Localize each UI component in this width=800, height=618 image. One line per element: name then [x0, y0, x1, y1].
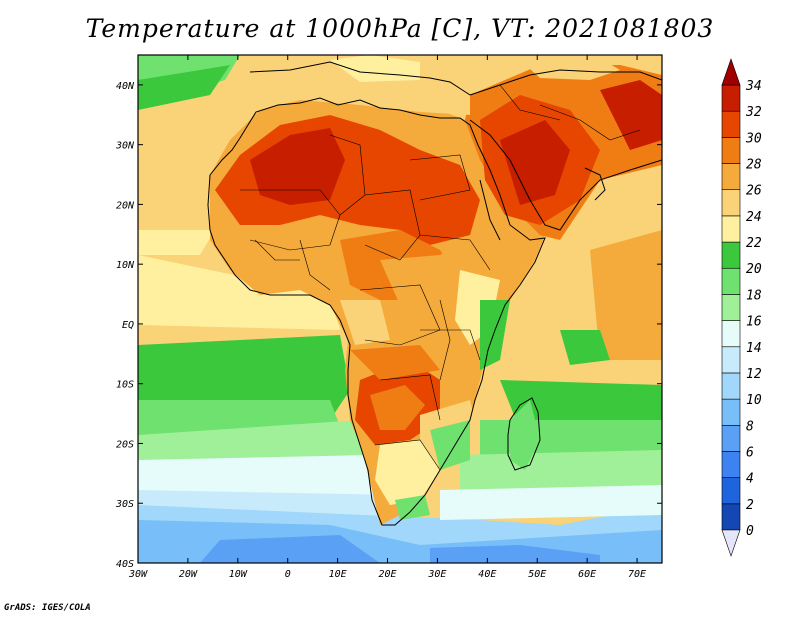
colorbar-bin [721, 424, 741, 452]
colorbar-bin [721, 215, 741, 243]
colorbar-min-triangle [721, 529, 741, 557]
colorbar-label: 30 [745, 131, 762, 146]
colorbar-bin [721, 451, 741, 478]
colorbar-bin [721, 346, 741, 374]
longitude-axis: 30W 20W 10W 0 10E 20E 30E 40E 50E 60E 70E [128, 55, 646, 580]
lon-label: 0 [285, 569, 291, 580]
colorbar-bin [721, 189, 741, 217]
lon-label: 10W [229, 569, 248, 580]
map-title: Temperature at 1000hPa [C], VT: 20210818… [85, 14, 715, 43]
colorbar-bin [721, 241, 741, 269]
lat-label: 30S [115, 499, 134, 510]
colorbar-bin [721, 398, 741, 426]
colorbar-bin [721, 163, 741, 191]
colorbar-bin [721, 110, 741, 138]
colorbar-bin [721, 267, 741, 295]
colorbar-label: 10 [746, 393, 762, 408]
colorbar-max-triangle [721, 58, 741, 86]
lon-label: 20E [378, 569, 396, 580]
colorbar-label: 20 [746, 262, 762, 277]
lat-label: EQ [122, 320, 134, 331]
colorbar-label: 4 [746, 472, 754, 487]
colorbar-label: 6 [746, 445, 754, 460]
colorbar-label: 12 [746, 367, 762, 382]
colorbar-bin [721, 294, 741, 321]
colorbar-bin [721, 84, 741, 112]
lon-label: 60E [578, 569, 596, 580]
colorbar-bin [721, 503, 741, 531]
colorbar-label: 14 [746, 341, 762, 356]
colorbar-label: 2 [746, 498, 754, 513]
grads-credit: GrADS: IGES/COLA [4, 603, 91, 613]
colorbar-label: 32 [745, 105, 762, 120]
colorbar-label: 18 [746, 288, 762, 303]
lon-label: 40E [478, 569, 496, 580]
lat-label: 10N [116, 260, 135, 271]
land-field [210, 55, 662, 525]
lon-label: 50E [528, 569, 546, 580]
colorbar-label: 22 [746, 236, 762, 251]
lat-label: 40S [116, 559, 134, 570]
colorbar-bin [721, 137, 741, 164]
colorbar-label: 24 [746, 210, 762, 225]
lon-label: 70E [628, 569, 646, 580]
colorbar-label: 8 [746, 419, 754, 434]
colorbar-label: 28 [746, 158, 762, 173]
lon-label: 30W [128, 569, 148, 580]
lon-label: 10E [329, 569, 347, 580]
lon-label: 30E [427, 569, 446, 580]
colorbar-bin [721, 372, 741, 400]
lat-label: 20N [116, 200, 135, 211]
colorbar-bin [721, 477, 741, 505]
colorbar-bin [721, 320, 741, 348]
latitude-axis: 40N 30N 20N 10N EQ 10S 20S 30S 40S [115, 81, 662, 570]
colorbar-label: 26 [746, 184, 762, 199]
lat-label: 30N [115, 141, 135, 152]
lat-label: 10S [116, 380, 134, 391]
lat-label: 20S [116, 439, 134, 450]
colorbar-label: 0 [746, 524, 754, 539]
plot-frame [137, 54, 663, 564]
colorbar-label: 34 [745, 79, 762, 94]
colorbar-label: 16 [746, 315, 762, 330]
lon-label: 20W [179, 569, 198, 580]
lat-label: 40N [116, 81, 135, 92]
country-borders [240, 84, 641, 471]
madagascar-land [510, 400, 540, 470]
